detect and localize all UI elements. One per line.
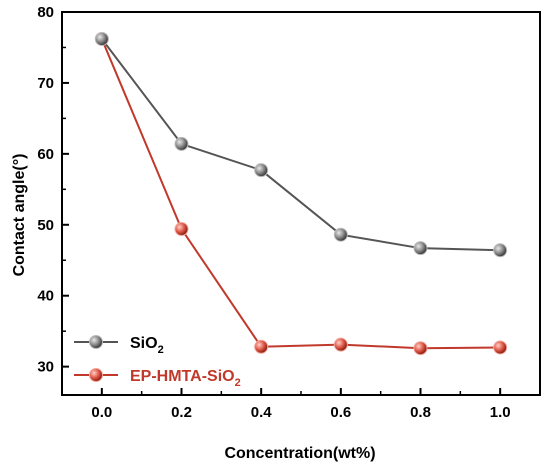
- data-point-series-1: [333, 227, 348, 242]
- data-point-series-2: [333, 337, 348, 352]
- data-point-series-1: [94, 31, 109, 46]
- y-tick-label: 40: [37, 288, 54, 305]
- x-tick-label: 1.0: [490, 404, 511, 421]
- legend-label: EP-HMTA-SiO2: [130, 368, 241, 389]
- series-line-2: [100, 38, 501, 350]
- y-tick-label: 70: [37, 75, 54, 92]
- y-axis-title: Contact angle(°): [11, 154, 28, 277]
- x-axis-title: Concentration(wt%): [224, 445, 375, 462]
- x-tick-label: 0.4: [251, 404, 273, 421]
- data-point-series-2: [413, 341, 428, 356]
- data-point-series-1: [413, 241, 428, 256]
- legend-marker: [89, 335, 103, 349]
- data-point-series-2: [493, 340, 508, 355]
- x-tick-label: 0.2: [171, 404, 192, 421]
- legend-label: SiO2: [130, 335, 164, 356]
- y-tick-label: 50: [37, 217, 54, 234]
- x-tick-label: 0.6: [330, 404, 351, 421]
- series-lines: [100, 38, 501, 350]
- legend: SiO2 EP-HMTA-SiO2: [74, 335, 241, 389]
- y-tick-label: 60: [37, 146, 54, 163]
- data-point-series-2: [174, 222, 189, 237]
- y-axis: 30 40 50 60 70 80: [37, 4, 69, 376]
- x-tick-label: 0.0: [91, 404, 112, 421]
- legend-marker: [89, 368, 103, 382]
- data-point-series-1: [174, 136, 189, 151]
- data-point-series-2: [254, 339, 269, 354]
- y-tick-label: 30: [37, 359, 54, 376]
- data-point-series-1: [493, 243, 508, 258]
- y-tick-label: 80: [37, 4, 54, 21]
- series-markers: [94, 31, 508, 356]
- x-tick-label: 0.8: [410, 404, 431, 421]
- x-axis: 0.0 0.2 0.4 0.6 0.8 1.0: [61, 388, 541, 421]
- series-line-1: [101, 38, 501, 252]
- data-point-series-1: [254, 163, 269, 178]
